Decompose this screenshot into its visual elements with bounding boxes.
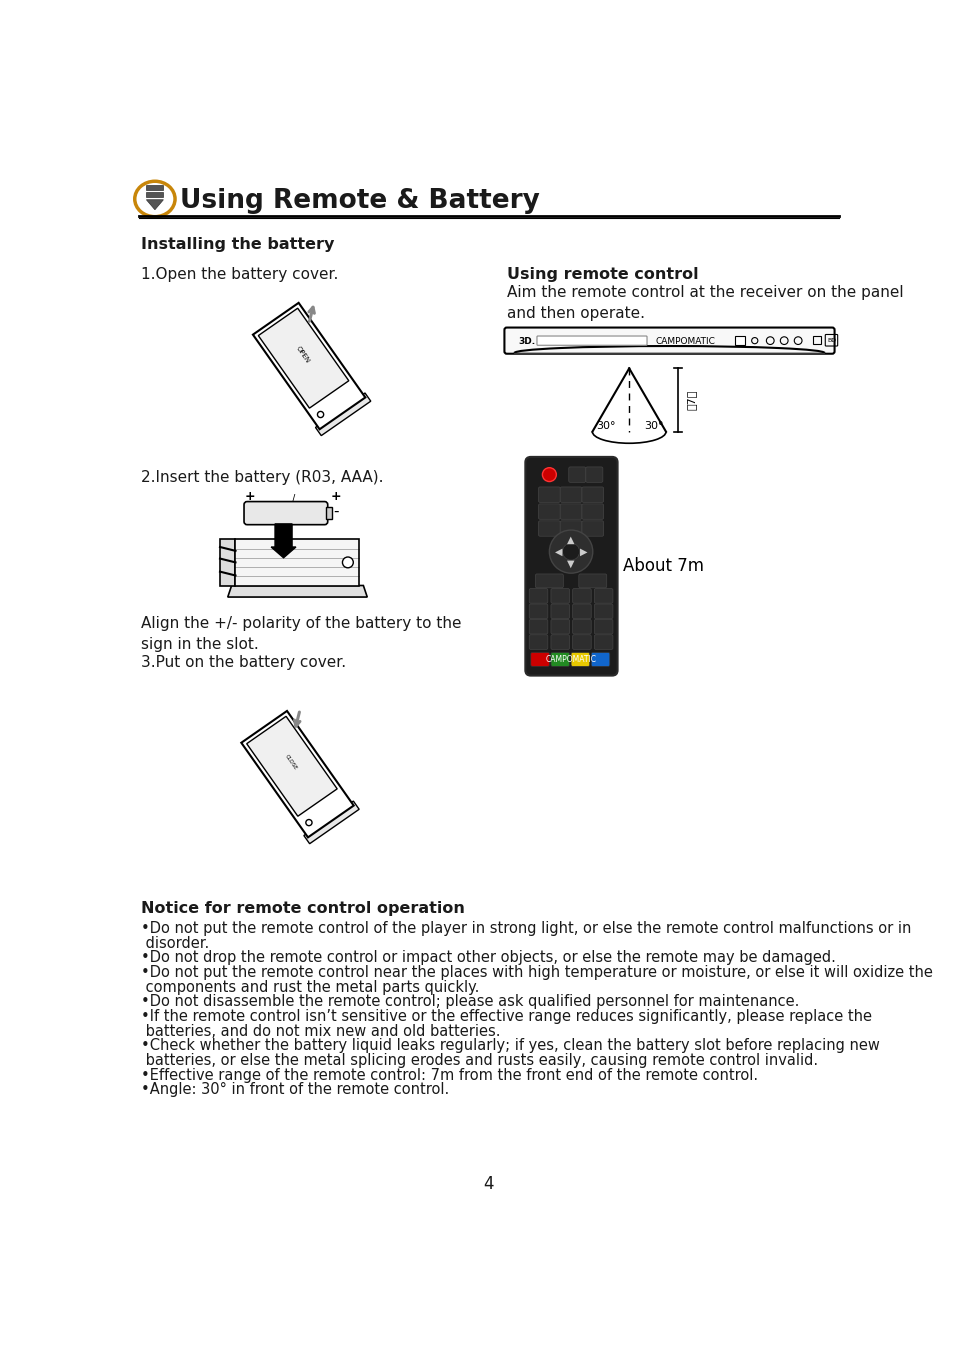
FancyBboxPatch shape <box>572 620 591 634</box>
FancyBboxPatch shape <box>585 467 602 482</box>
Text: Notice for remote control operation: Notice for remote control operation <box>141 902 464 917</box>
Text: •Do not put the remote control of the player in strong light, or else the remote: •Do not put the remote control of the pl… <box>141 921 910 936</box>
FancyBboxPatch shape <box>550 603 569 618</box>
FancyArrow shape <box>271 524 295 558</box>
FancyBboxPatch shape <box>525 456 617 675</box>
Bar <box>146 185 163 190</box>
Text: •If the remote control isn’t sensitive or the effective range reduces significan: •If the remote control isn’t sensitive o… <box>141 1008 871 1025</box>
FancyBboxPatch shape <box>529 603 547 618</box>
Polygon shape <box>253 302 365 429</box>
Text: /: / <box>292 494 294 505</box>
FancyBboxPatch shape <box>594 634 612 649</box>
Text: •Do not put the remote control near the places with high temperature or moisture: •Do not put the remote control near the … <box>141 965 932 980</box>
Text: batteries, or else the metal splicing erodes and rusts easily, causing remote co: batteries, or else the metal splicing er… <box>141 1053 818 1068</box>
Text: 3D.: 3D. <box>517 338 535 346</box>
FancyBboxPatch shape <box>559 504 581 520</box>
Text: CAMPOMATIC: CAMPOMATIC <box>545 655 596 664</box>
FancyBboxPatch shape <box>530 652 549 667</box>
Text: 2.Insert the battery (R03, AAA).: 2.Insert the battery (R03, AAA). <box>141 470 383 485</box>
Text: •Do not drop the remote control or impact other objects, or else the remote may : •Do not drop the remote control or impac… <box>141 950 835 965</box>
Polygon shape <box>146 200 163 209</box>
FancyBboxPatch shape <box>594 620 612 634</box>
FancyBboxPatch shape <box>578 574 606 587</box>
Text: Using remote control: Using remote control <box>506 267 698 282</box>
Text: ▶: ▶ <box>579 547 587 556</box>
Polygon shape <box>228 586 367 597</box>
Polygon shape <box>220 539 235 586</box>
Text: •Do not disassemble the remote control; please ask qualified personnel for maint: •Do not disassemble the remote control; … <box>141 995 799 1010</box>
FancyBboxPatch shape <box>559 521 581 536</box>
Text: disorder.: disorder. <box>141 936 209 950</box>
FancyBboxPatch shape <box>594 589 612 603</box>
Bar <box>735 336 744 346</box>
Text: Installing the battery: Installing the battery <box>141 238 334 252</box>
Circle shape <box>549 531 592 574</box>
Bar <box>326 508 332 520</box>
FancyBboxPatch shape <box>550 620 569 634</box>
Circle shape <box>342 558 353 568</box>
Bar <box>812 336 821 344</box>
FancyBboxPatch shape <box>504 328 834 354</box>
FancyBboxPatch shape <box>537 487 559 502</box>
FancyBboxPatch shape <box>550 589 569 603</box>
FancyBboxPatch shape <box>581 521 603 536</box>
Polygon shape <box>235 539 359 586</box>
Text: -: - <box>334 504 338 520</box>
Polygon shape <box>258 308 349 408</box>
Text: ▼: ▼ <box>567 559 575 568</box>
Text: 3.Put on the battery cover.: 3.Put on the battery cover. <box>141 655 346 670</box>
Text: CAMPOMATIC: CAMPOMATIC <box>655 338 714 346</box>
FancyBboxPatch shape <box>537 504 559 520</box>
Text: components and rust the metal parts quickly.: components and rust the metal parts quic… <box>141 980 478 995</box>
FancyBboxPatch shape <box>571 652 589 667</box>
Polygon shape <box>304 801 358 844</box>
Polygon shape <box>315 393 371 436</box>
Text: Align the +/- polarity of the battery to the
sign in the slot.: Align the +/- polarity of the battery to… <box>141 617 461 652</box>
Text: 4: 4 <box>483 1174 494 1192</box>
Text: +: + <box>331 490 341 502</box>
FancyBboxPatch shape <box>537 336 646 346</box>
FancyBboxPatch shape <box>535 574 562 587</box>
Text: ▲: ▲ <box>567 535 575 544</box>
Circle shape <box>542 467 556 482</box>
Text: •Effective range of the remote control: 7m from the front end of the remote cont: •Effective range of the remote control: … <box>141 1068 758 1083</box>
FancyBboxPatch shape <box>594 603 612 618</box>
Text: Using Remote & Battery: Using Remote & Battery <box>179 188 539 213</box>
FancyBboxPatch shape <box>591 652 609 667</box>
FancyBboxPatch shape <box>529 620 547 634</box>
Text: Aim the remote control at the receiver on the panel
and then operate.: Aim the remote control at the receiver o… <box>506 285 902 321</box>
Text: +: + <box>244 490 254 502</box>
Text: 约7米: 约7米 <box>686 390 697 410</box>
Text: 30°: 30° <box>644 421 663 431</box>
FancyBboxPatch shape <box>550 652 569 667</box>
Polygon shape <box>241 711 354 837</box>
FancyBboxPatch shape <box>529 634 547 649</box>
Bar <box>146 192 163 197</box>
Text: BD: BD <box>826 338 835 343</box>
Text: 30°: 30° <box>596 421 616 431</box>
Text: About 7m: About 7m <box>622 558 703 575</box>
FancyBboxPatch shape <box>559 487 581 502</box>
FancyBboxPatch shape <box>572 589 591 603</box>
FancyBboxPatch shape <box>537 521 559 536</box>
FancyBboxPatch shape <box>568 467 585 482</box>
Text: •Angle: 30° in front of the remote control.: •Angle: 30° in front of the remote contr… <box>141 1083 449 1098</box>
Polygon shape <box>247 717 336 817</box>
FancyBboxPatch shape <box>529 589 547 603</box>
FancyBboxPatch shape <box>581 504 603 520</box>
FancyBboxPatch shape <box>244 502 328 525</box>
Text: CLOSE: CLOSE <box>284 753 298 771</box>
Circle shape <box>562 543 579 560</box>
Text: 1.Open the battery cover.: 1.Open the battery cover. <box>141 267 338 282</box>
Text: OPEN: OPEN <box>294 346 311 365</box>
FancyBboxPatch shape <box>581 487 603 502</box>
Circle shape <box>306 819 312 826</box>
FancyBboxPatch shape <box>572 603 591 618</box>
Text: ◀: ◀ <box>555 547 562 556</box>
Circle shape <box>317 412 323 417</box>
Text: batteries, and do not mix new and old batteries.: batteries, and do not mix new and old ba… <box>141 1023 500 1038</box>
Text: •Check whether the battery liquid leaks regularly; if yes, clean the battery slo: •Check whether the battery liquid leaks … <box>141 1038 879 1053</box>
FancyBboxPatch shape <box>572 634 591 649</box>
FancyBboxPatch shape <box>550 634 569 649</box>
